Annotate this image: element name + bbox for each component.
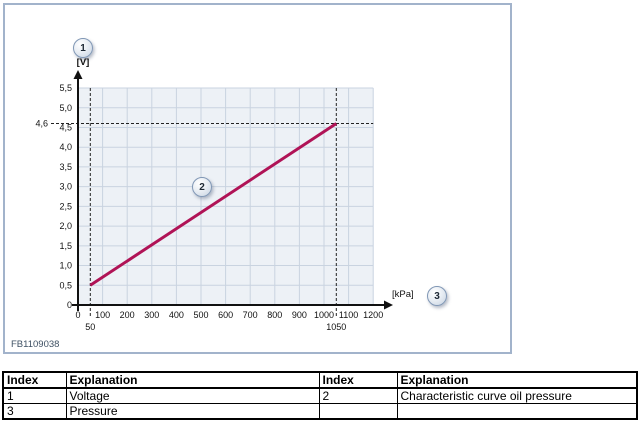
table-header-explanation-1: Explanation [65, 371, 320, 389]
table-row: 1 Voltage 2 Characteristic curve oil pre… [2, 387, 638, 404]
table-cell-explanation: Pressure [65, 403, 320, 420]
table-header-index-1: Index [2, 371, 67, 389]
y-axis-unit-label: [V] [76, 57, 90, 68]
callout-2-label: 2 [199, 181, 205, 193]
x-tick-label: 0 [75, 310, 80, 320]
x-tick-label: 800 [267, 310, 282, 320]
legend-table: Index Explanation Index Explanation 1 Vo… [2, 371, 638, 420]
table-cell-explanation: Characteristic curve oil pressure [396, 387, 638, 404]
callout-2: 2 [192, 177, 212, 197]
y-tick-label: 5,0 [59, 103, 72, 113]
y-tick-label: 0 [67, 300, 72, 310]
y-tick-label: 3,5 [59, 162, 72, 172]
table-cell-explanation: Voltage [65, 387, 320, 404]
callout-3-label: 3 [434, 290, 440, 302]
table-header-explanation-2: Explanation [396, 371, 638, 389]
x-tick-label: 500 [193, 310, 208, 320]
callout-3: 3 [427, 286, 447, 306]
x-axis-unit-label: [kPa] [392, 289, 414, 300]
table-row: 3 Pressure [2, 403, 638, 420]
callout-1-label: 1 [80, 42, 86, 54]
y-tick-label: 1,5 [59, 241, 72, 251]
x-tick-label: 1000 [314, 310, 334, 320]
x-axis-arrow-icon [384, 300, 393, 310]
y-tick-label: 2,5 [59, 201, 72, 211]
x-tick-label: 1200 [363, 310, 383, 320]
y-tick-label: 4,5 [59, 122, 72, 132]
callout-1: 1 [73, 38, 93, 58]
x-tick-label: 900 [292, 310, 307, 320]
figure-panel: 50 1050 4,6 0 100 200 300 400 500 600 700 800 900 100… [3, 3, 512, 354]
x-tick-label: 200 [120, 310, 135, 320]
x-tick-label: 100 [95, 310, 110, 320]
y-axis-arrow-icon [73, 70, 83, 79]
y-tick-label: 2,0 [59, 221, 72, 231]
reference-label-y: 4,6 [35, 119, 48, 129]
x-tick-label: 1100 [339, 310, 358, 320]
series-curve [89, 122, 338, 287]
x-tick-label: 700 [243, 310, 258, 320]
y-tick-label: 3,0 [59, 182, 72, 192]
x-tick-label: 300 [144, 310, 159, 320]
pressure-voltage-chart: 50 1050 4,6 0 100 200 300 400 500 600 700 800 900 100… [35, 70, 393, 332]
y-tick-label: 1,0 [59, 261, 72, 271]
y-tick-label: 0,5 [59, 280, 72, 290]
table-header-index-2: Index [318, 371, 398, 389]
legend-table-header-row: Index Explanation Index Explanation [2, 371, 638, 389]
table-cell-index [318, 403, 398, 420]
x-tick-label: 400 [169, 310, 184, 320]
reference-label-x: 1050 [326, 322, 346, 332]
table-cell-index: 1 [2, 387, 67, 404]
table-cell-explanation [396, 403, 638, 420]
y-tick-label: 5,5 [59, 83, 72, 93]
table-cell-index: 2 [318, 387, 398, 404]
figure-code: FB1109038 [11, 339, 60, 350]
y-tick-label: 4,0 [59, 142, 72, 152]
reference-label-x: 50 [85, 322, 95, 332]
table-cell-index: 3 [2, 403, 67, 420]
x-tick-label: 600 [218, 310, 233, 320]
